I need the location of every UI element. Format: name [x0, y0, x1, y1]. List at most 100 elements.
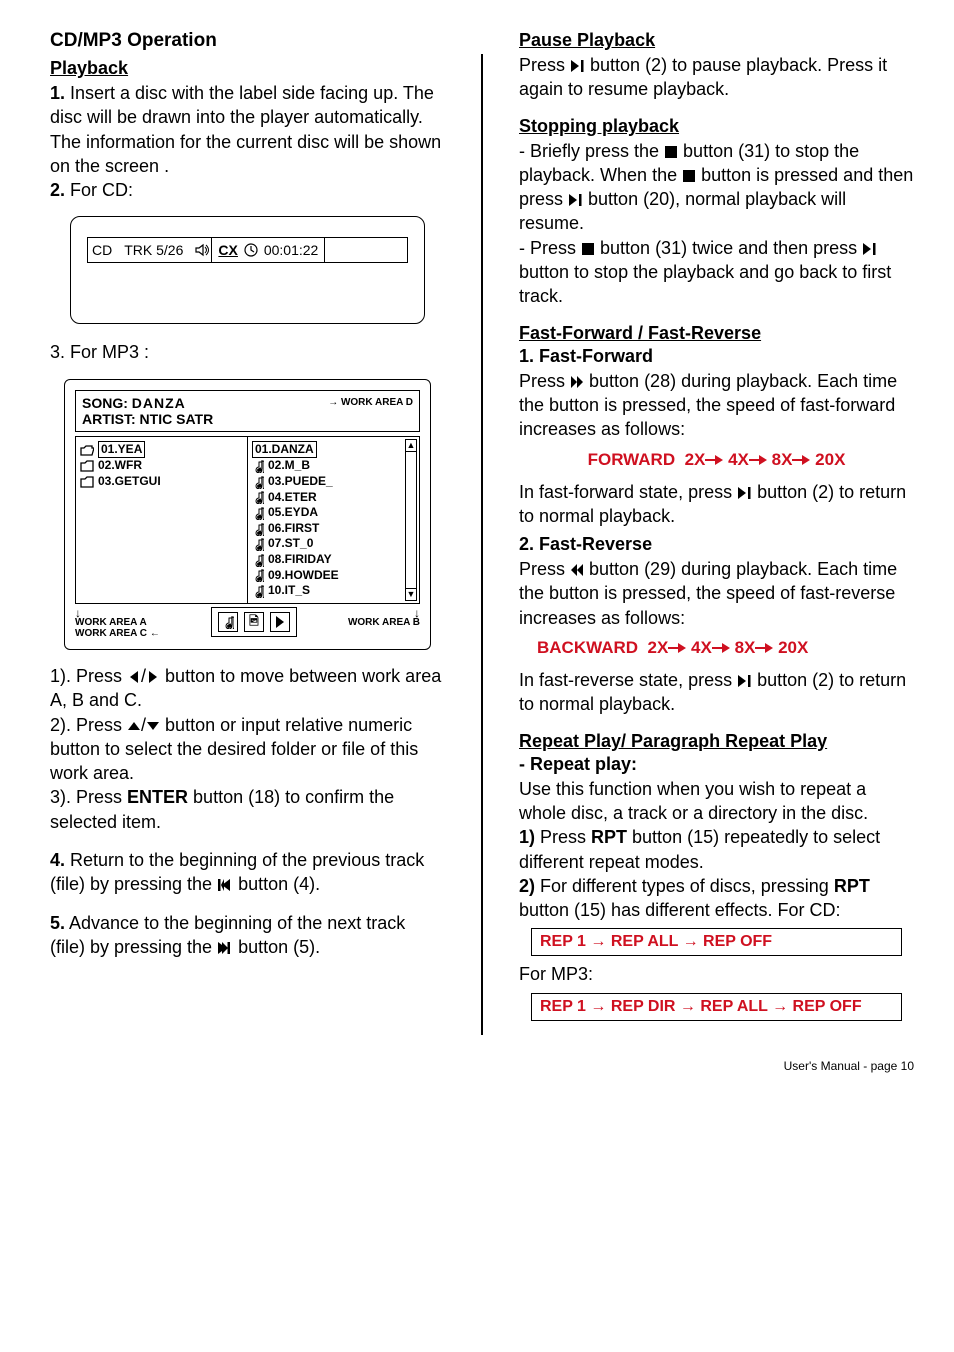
stop-icon [581, 242, 595, 256]
folder-open-icon [80, 443, 94, 457]
file-item: 03.PUEDE_ [268, 474, 333, 490]
cd-status-row: CD TRK 5/26 CX 00:01:22 [87, 237, 408, 263]
file-item: 10.IT_S [268, 583, 310, 599]
playback-heading: Playback [50, 58, 445, 79]
note-icon [252, 490, 264, 504]
right-column: Pause Playback Press button (2) to pause… [519, 30, 914, 1035]
work-area-c-label: WORK AREA C [75, 628, 147, 639]
ff-heading: Fast-Forward / Fast-Reverse [519, 323, 914, 344]
stop-icon [682, 169, 696, 183]
scrollbar[interactable]: ▲ ▼ [405, 439, 417, 601]
mp3-folder-list: 01.YEA 02.WFR 03.GETGUI [76, 437, 248, 603]
folder-item: 03.GETGUI [98, 474, 161, 490]
mp3-buttons: 🖻 [211, 607, 297, 637]
step-1-nav: 1). Press / button to move between work … [50, 664, 445, 713]
prev-track-icon [217, 878, 233, 892]
stop-text-2: - Press button (31) twice and then press… [519, 236, 914, 309]
repeat-cd-box: REP 1 → REP ALL → REP OFF [531, 928, 902, 956]
stop-heading: Stopping playback [519, 116, 914, 137]
left-arrow-icon [127, 670, 141, 684]
up-arrow-icon [127, 719, 141, 733]
note-button-icon[interactable] [218, 612, 238, 632]
repeat-mp3-box: REP 1 → REP DIR → REP ALL → REP OFF [531, 993, 902, 1021]
file-item: 06.FIRST [268, 521, 319, 537]
fast-rewind-icon [570, 563, 584, 577]
shuffle-icon: CX [218, 242, 237, 258]
work-area-d-label: WORK AREA D [341, 397, 413, 408]
playpause-icon [568, 193, 583, 207]
cd-label: CD [92, 242, 112, 258]
repeat-sub: - Repeat play: [519, 754, 914, 775]
note-icon [252, 553, 264, 567]
playback-step1: 1. Insert a disc with the label side fac… [50, 81, 445, 178]
file-item: 05.EYDA [268, 505, 318, 521]
work-area-a-label: WORK AREA A [75, 617, 160, 628]
file-item: 08.FIRIDAY [268, 552, 332, 568]
work-area-b-label: WORK AREA B [348, 617, 420, 628]
file-item: 09.HOWDEE [268, 568, 339, 584]
left-column: CD/MP3 Operation Playback 1. Insert a di… [50, 30, 445, 1035]
page-footer: User's Manual - page 10 [50, 1059, 914, 1073]
file-item: 01.DANZA [252, 441, 317, 459]
file-item: 07.ST_0 [268, 536, 313, 552]
fr-text: Press button (29) during playback. Each … [519, 557, 914, 630]
playpause-icon [737, 674, 752, 688]
playback-step2: 2. For CD: [50, 178, 445, 202]
scroll-up-icon[interactable]: ▲ [406, 440, 416, 452]
song-value: DANZA [132, 395, 186, 411]
next-track-icon [217, 941, 233, 955]
note-icon [252, 459, 264, 473]
folder-item: 02.WFR [98, 458, 142, 474]
playpause-icon [737, 486, 752, 500]
note-icon [252, 475, 264, 489]
cdmp3-title: CD/MP3 Operation [50, 30, 445, 52]
playpause-icon [570, 59, 585, 73]
file-item: 02.M_B [268, 458, 310, 474]
file-item: 04.ETER [268, 490, 317, 506]
for-mp3-label: 3. For MP3 : [50, 340, 445, 364]
folder-item: 01.YEA [98, 441, 145, 459]
ff-text: Press button (28) during playback. Each … [519, 369, 914, 442]
pause-heading: Pause Playback [519, 30, 914, 51]
cd-screen: CD TRK 5/26 CX 00:01:22 [70, 216, 425, 324]
note-icon [252, 506, 264, 520]
step-4: 4. Return to the beginning of the previo… [50, 848, 445, 897]
fr-return: In fast-reverse state, press button (2) … [519, 668, 914, 717]
note-icon [252, 568, 264, 582]
speaker-icon [195, 243, 211, 257]
column-divider [481, 54, 483, 1035]
note-icon [252, 584, 264, 598]
artist-value: ARTIST: NTIC SATR [82, 411, 213, 427]
cd-track: TRK 5/26 [124, 242, 183, 258]
repeat-desc: Use this function when you wish to repea… [519, 777, 914, 826]
stop-icon [664, 145, 678, 159]
play-button-icon[interactable] [270, 612, 290, 632]
step-3-nav: 3). Press ENTER button (18) to confirm t… [50, 785, 445, 834]
right-arrow-icon [146, 670, 160, 684]
playpause-icon [862, 242, 877, 256]
repeat-step2: 2) For different types of discs, pressin… [519, 874, 914, 923]
repeat-heading: Repeat Play/ Paragraph Repeat Play [519, 731, 914, 752]
note-icon [252, 537, 264, 551]
step-2-nav: 2). Press / button or input relative num… [50, 713, 445, 786]
arrow-down-icon: ↓ [348, 610, 420, 617]
fr-sub: 2. Fast-Reverse [519, 534, 914, 555]
folder-icon [80, 475, 94, 489]
ff-return: In fast-forward state, press button (2) … [519, 480, 914, 529]
scroll-down-icon[interactable]: ▼ [406, 588, 416, 600]
stop-text-1: - Briefly press the button (31) to stop … [519, 139, 914, 236]
mp3-file-list: 01.DANZA 02.M_B 03.PUEDE_ 04.ETER 05.EYD… [248, 437, 419, 603]
down-arrow-icon [146, 719, 160, 733]
arrow-icon [712, 641, 730, 655]
note-icon [252, 522, 264, 536]
backward-speed-formula: BACKWARD 2X 4X 8X 20X [519, 638, 914, 658]
fast-forward-icon [570, 375, 584, 389]
arrow-icon [755, 641, 773, 655]
ff-sub1: 1. Fast-Forward [519, 346, 914, 367]
arrow-icon [668, 641, 686, 655]
arrow-down-icon: ↓ [75, 610, 160, 617]
forward-speed-formula: FORWARD 2X 4X 8X 20X [519, 450, 914, 470]
arrow-icon [749, 453, 767, 467]
picture-button-icon[interactable]: 🖻 [244, 612, 264, 632]
repeat-step1: 1) Press RPT button (15) repeatedly to s… [519, 825, 914, 874]
